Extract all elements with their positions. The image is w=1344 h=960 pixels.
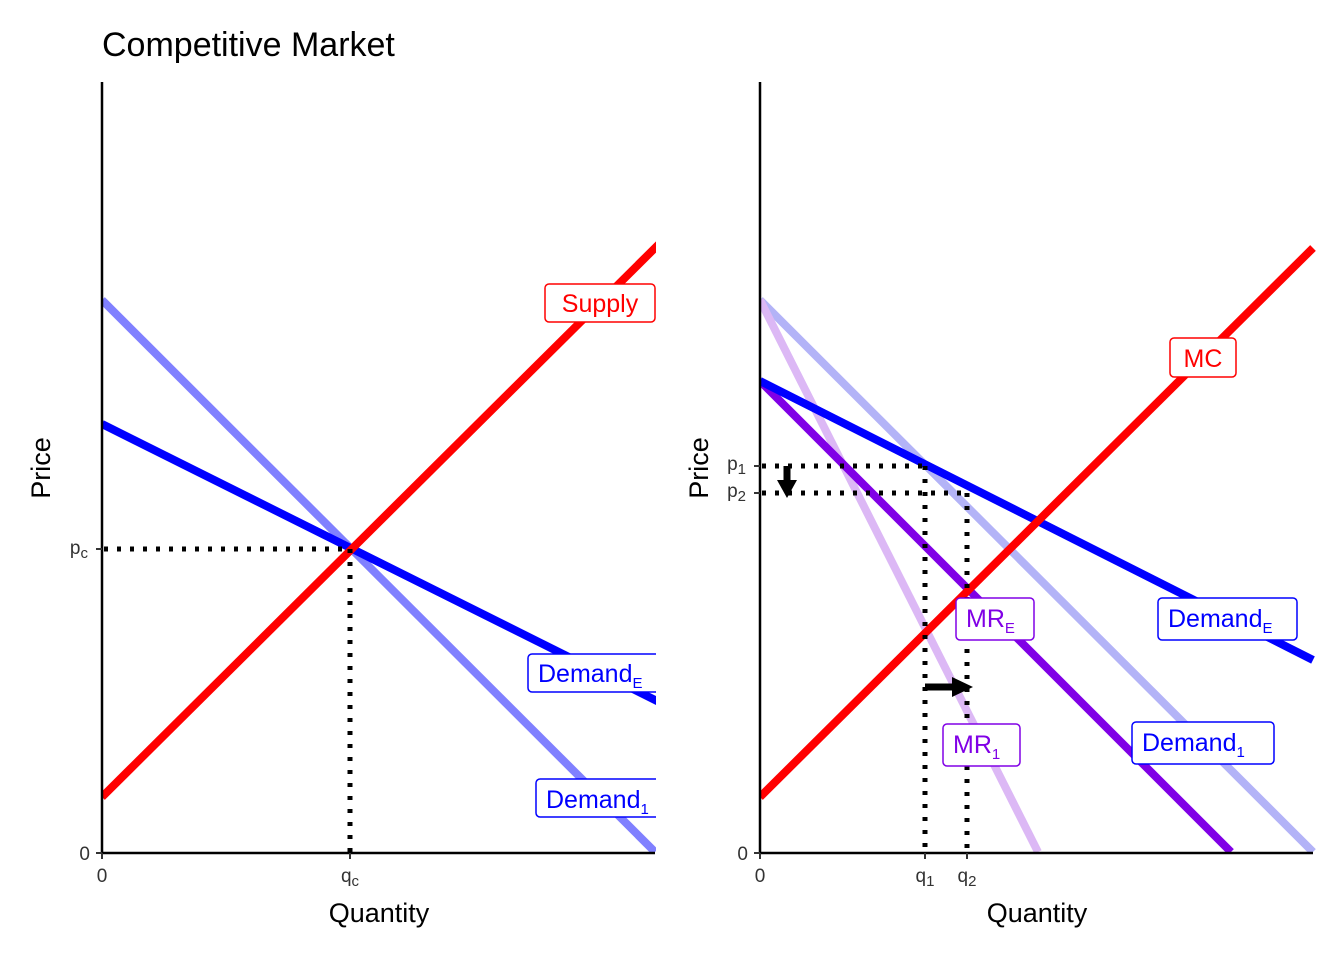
text-part: q xyxy=(341,866,352,887)
svg-text:MR1: MR1 xyxy=(953,731,1000,763)
y-tick-label: p1 xyxy=(727,454,746,478)
text-part: p xyxy=(727,481,738,502)
y-axis-label: Price xyxy=(684,437,714,499)
y-tick-label: p2 xyxy=(727,481,746,505)
svg-text:Demand1: Demand1 xyxy=(1142,729,1245,761)
svg-text:MC: MC xyxy=(1184,345,1223,373)
svg-text:DemandE: DemandE xyxy=(538,660,643,692)
right-curves: MC DemandE MRE MR1 Demand1 xyxy=(760,245,1316,854)
text-part: Demand xyxy=(546,786,641,814)
text-part: E xyxy=(1263,620,1273,637)
x-axis-label: Quantity xyxy=(329,898,430,928)
x-axis-label: Quantity xyxy=(987,898,1088,928)
demand-1-line xyxy=(760,297,1316,854)
demand-1-label: Demand1 xyxy=(1131,721,1275,765)
text-part: Demand xyxy=(538,660,633,688)
x-tick-label: q1 xyxy=(916,866,935,890)
text-part: E xyxy=(1005,620,1015,637)
text-part: 2 xyxy=(968,873,976,890)
text-part: 1 xyxy=(992,746,1000,763)
text-part: 2 xyxy=(738,488,746,505)
text-part: 0 xyxy=(79,844,90,865)
x-tick-label: 0 xyxy=(755,866,766,887)
text-part: MC xyxy=(1184,345,1223,373)
text-part: MR xyxy=(953,731,992,759)
svg-text:DemandE: DemandE xyxy=(1168,605,1273,637)
mc-line xyxy=(760,245,1316,800)
supply-label: Supply xyxy=(544,283,656,323)
panel-title: Competitive Market xyxy=(102,26,395,64)
text-part: c xyxy=(352,873,360,890)
text-part: 0 xyxy=(755,866,766,887)
mr-1-line xyxy=(760,298,1042,854)
text-part: p xyxy=(70,538,81,559)
text-part: E xyxy=(633,675,643,692)
svg-text:Demand1: Demand1 xyxy=(546,786,649,818)
text-part: 1 xyxy=(738,461,746,478)
text-part: q xyxy=(916,866,927,887)
mr-1-label: MR1 xyxy=(942,723,1021,767)
x-tick-label: qc xyxy=(341,866,360,890)
mc-label: MC xyxy=(1169,337,1237,378)
y-tick-label: 0 xyxy=(737,844,748,865)
text-part: 1 xyxy=(641,801,649,818)
demand-e-label: DemandE xyxy=(1157,597,1298,641)
demand-1-label: Demand1 xyxy=(535,778,656,818)
supply-line xyxy=(102,241,656,800)
text-part: c xyxy=(81,545,89,562)
text-part: 0 xyxy=(737,844,748,865)
text-part: Demand xyxy=(1142,729,1237,757)
text-part: q xyxy=(958,866,969,887)
y-tick-label: pc xyxy=(70,538,89,562)
demand-e-label: DemandE xyxy=(527,653,656,693)
text-part: 1 xyxy=(926,873,934,890)
price-down-arrow xyxy=(777,466,797,498)
x-tick-label: q2 xyxy=(958,866,977,890)
x-tick-label: 0 xyxy=(97,866,108,887)
text-part: MR xyxy=(966,605,1005,633)
text-part: Demand xyxy=(1168,605,1263,633)
text-part: Supply xyxy=(562,290,639,318)
quantity-right-arrow xyxy=(925,677,973,697)
y-axis-label: Price xyxy=(26,437,56,499)
text-part: 1 xyxy=(1237,744,1245,761)
y-tick-label: 0 xyxy=(79,844,90,865)
mr-e-label: MRE xyxy=(955,597,1035,641)
svg-text:MRE: MRE xyxy=(966,605,1015,637)
demand-1-line xyxy=(102,297,656,854)
svg-text:Supply: Supply xyxy=(562,290,639,318)
left-curves: Supply DemandE Demand1 xyxy=(102,241,656,854)
text-part: p xyxy=(727,454,738,475)
text-part: 0 xyxy=(97,866,108,887)
